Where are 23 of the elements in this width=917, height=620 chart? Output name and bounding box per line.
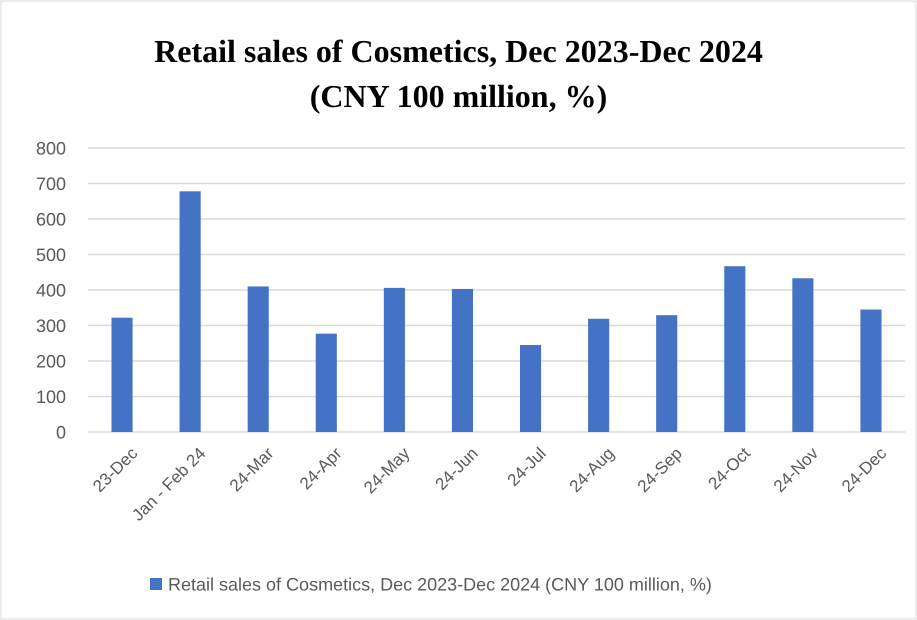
y-tick-label: 800 — [36, 138, 66, 158]
legend-label: Retail sales of Cosmetics, Dec 2023-Dec 2024 (CNY 100 million, %) — [168, 574, 712, 594]
bar — [860, 310, 882, 432]
bar — [656, 315, 678, 432]
chart-title: Retail sales of Cosmetics, Dec 2023-Dec 2024 (CNY 100 million, %) — [154, 33, 763, 114]
y-tick-label: 100 — [36, 386, 66, 407]
bar — [111, 318, 133, 432]
bar — [384, 288, 405, 432]
y-tick-label: 400 — [36, 280, 66, 300]
bar — [588, 318, 610, 432]
bar — [724, 266, 746, 432]
y-tick-label: 300 — [36, 316, 66, 336]
bar — [248, 286, 269, 432]
bar — [180, 191, 201, 432]
bar — [520, 345, 542, 432]
bar — [792, 278, 814, 432]
y-tick-label: 700 — [36, 174, 66, 194]
bar — [316, 334, 337, 432]
y-tick-label: 0 — [56, 422, 66, 442]
y-tick-label: 600 — [36, 209, 66, 230]
bar — [452, 288, 474, 432]
y-tick-label: 200 — [36, 351, 66, 372]
y-tick-label: 500 — [36, 244, 66, 265]
